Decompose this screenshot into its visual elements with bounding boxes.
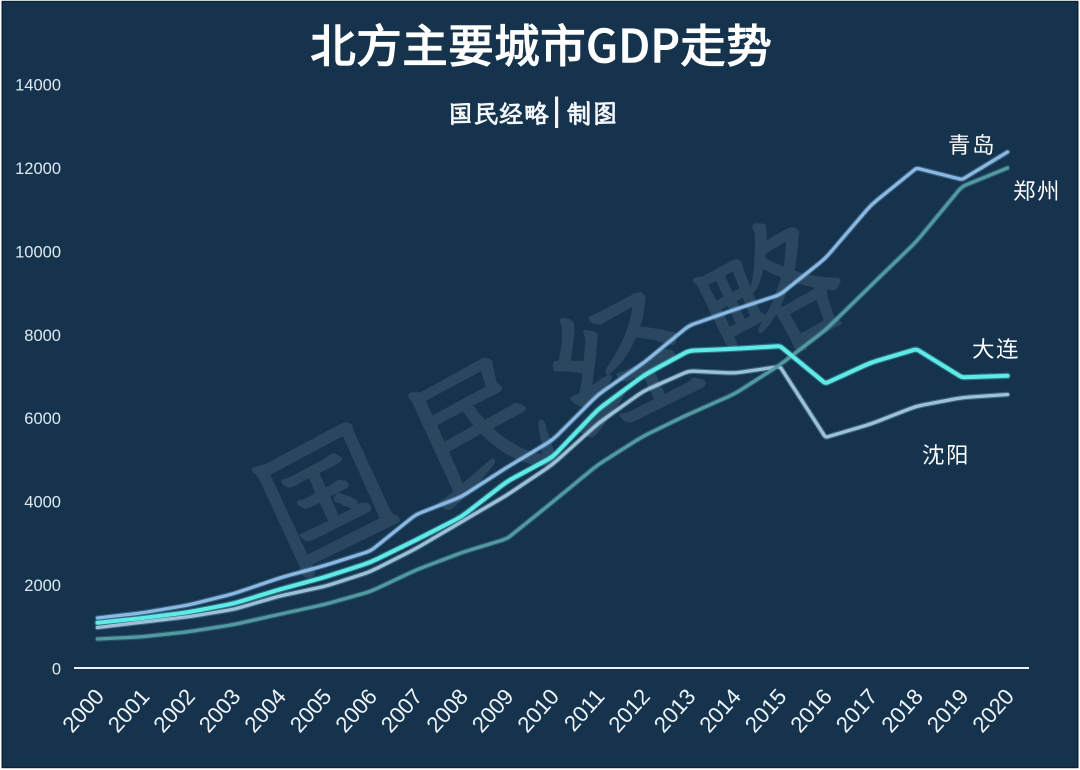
svg-text:0: 0	[52, 661, 61, 679]
svg-text:2000: 2000	[24, 577, 61, 595]
svg-text:14000: 14000	[15, 77, 61, 95]
svg-text:8000: 8000	[24, 327, 61, 345]
svg-text:12000: 12000	[15, 160, 61, 178]
svg-text:10000: 10000	[15, 243, 61, 261]
svg-text:4000: 4000	[24, 494, 61, 512]
svg-text:6000: 6000	[24, 410, 61, 428]
